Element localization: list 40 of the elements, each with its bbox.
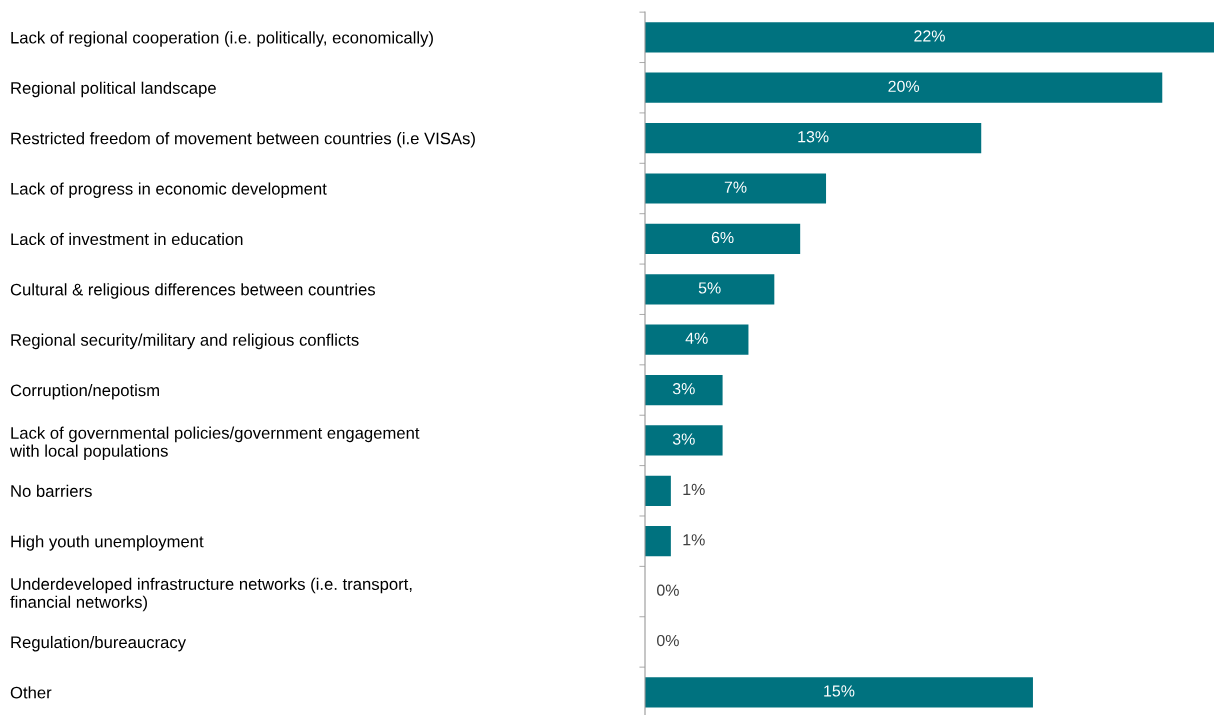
data-label: 7% [724,181,747,193]
y-tick-label: High youth unemployment [11,535,204,551]
data-label: 1% [683,534,705,546]
bar [645,22,1214,53]
y-tick-label: Restricted freedom of movement between countries (i.e VISAs) [11,132,475,148]
data-label: 3% [672,433,695,445]
bar [645,223,801,254]
bar [645,123,982,154]
data-label: 15% [824,685,855,697]
data-label: 5% [698,282,721,294]
data-label: 13% [798,131,829,143]
y-tick-label: Regional political landscape [11,81,216,98]
data-label: 22% [914,30,945,42]
bar [645,526,671,557]
y-tick-label: Underdeveloped infrastructure networks (i.e. transport, financial networks) [10,577,412,612]
y-tick-label: Lack of governmental policies/government engagement with local populations [9,426,420,461]
data-label: 3% [672,383,695,395]
data-label: 6% [711,231,734,244]
data-label: 20% [888,80,920,93]
data-label: 0% [657,634,679,647]
bar [645,475,671,506]
bar [645,173,827,204]
y-tick-label: Lack of investment in education [11,232,243,246]
bar [645,72,1163,103]
bar [645,677,1033,708]
y-tick-label: Cultural & religious differences between countries [10,283,376,299]
y-tick-label: Lack of progress in economic development [11,182,327,198]
y-tick-label: Other [10,686,52,699]
y-tick-label: Corruption/nepotism [10,383,159,400]
data-label: 4% [685,332,708,344]
bar [645,425,723,456]
bar [645,374,723,406]
data-label: 1% [683,483,705,496]
y-tick-label: Regional security/military and religious conflicts [11,333,359,350]
bar [645,274,775,305]
data-label: 0% [657,584,679,596]
bar [645,324,749,355]
y-tick-label: Regulation/bureaucracy [11,635,186,652]
y-tick-label: No barriers [11,484,92,497]
y-tick-label: Lack of regional cooperation (i.e. politically, economically) [11,31,433,47]
